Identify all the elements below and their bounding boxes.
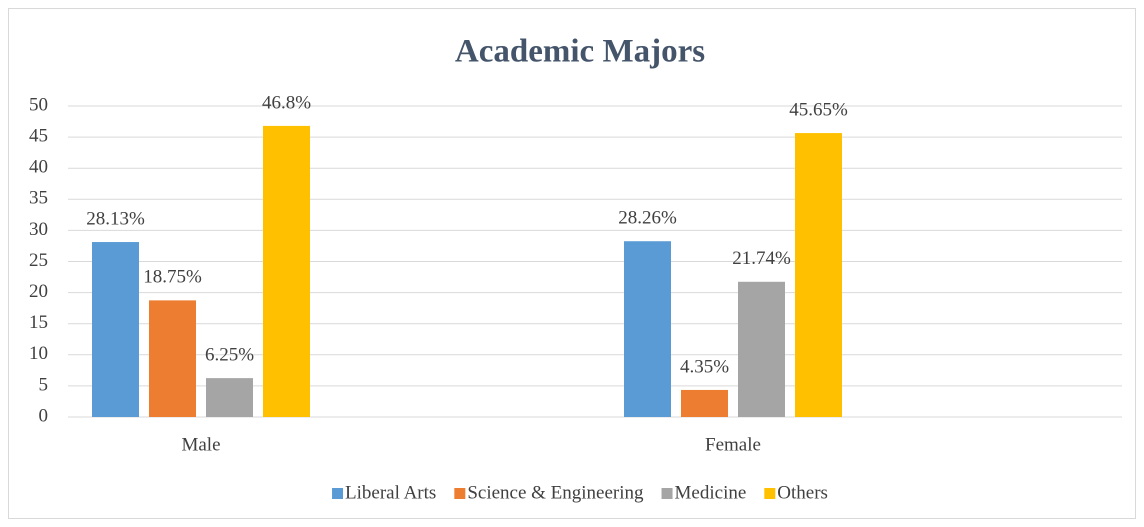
bar [624,241,671,417]
x-tick-label: Female [705,434,761,455]
bar [795,133,842,417]
y-tick-label: 45 [29,125,48,146]
y-tick-label: 0 [39,405,49,426]
data-label: 45.65% [789,99,848,120]
bar [92,242,139,417]
legend-label: Science & Engineering [467,482,644,503]
legend-label: Medicine [675,482,747,503]
bar [206,378,253,417]
y-tick-label: 10 [29,343,48,364]
data-label: 6.25% [205,344,254,365]
legend-swatch [332,488,344,499]
chart-title: Academic Majors [455,34,705,70]
bar [738,281,785,417]
y-tick-label: 50 [29,94,48,115]
data-label: 28.13% [86,208,145,229]
y-tick-label: 40 [29,157,48,178]
legend-label: Others [777,482,828,503]
data-label: 46.8% [262,92,311,113]
bar [263,125,310,418]
legend-label: Liberal Arts [345,482,436,503]
y-tick-label: 20 [29,281,48,302]
y-tick-label: 30 [29,219,48,240]
y-tick-label: 15 [29,312,48,333]
data-label: 18.75% [143,267,202,288]
y-tick-label: 5 [39,374,49,395]
x-tick-label: Male [181,434,220,455]
y-tick-label: 35 [29,188,48,209]
legend-swatch [454,488,466,499]
data-label: 21.74% [732,248,791,269]
data-label: 4.35% [680,356,729,377]
bar [149,300,196,417]
bar [681,389,728,417]
legend-swatch [764,488,776,499]
chart-border [8,8,1136,519]
legend-swatch [661,488,673,499]
y-tick-label: 25 [29,250,48,271]
data-label: 28.26% [618,208,677,229]
